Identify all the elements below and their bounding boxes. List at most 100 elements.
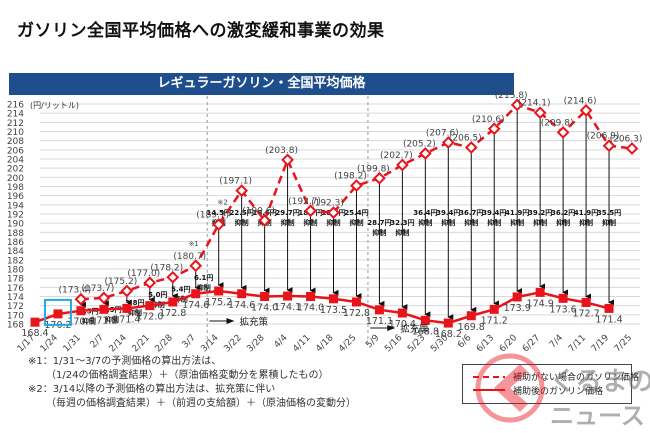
suppression-suffix: 抑制 bbox=[510, 218, 524, 227]
data-label-after-subsidy: 175.2 bbox=[205, 297, 232, 308]
data-point-after-subsidy bbox=[53, 309, 63, 319]
suppression-amount: 29.7円 bbox=[275, 209, 299, 217]
suppression-suffix: 抑制 bbox=[105, 315, 119, 324]
data-point-no-subsidy bbox=[510, 98, 524, 112]
data-point-no-subsidy bbox=[418, 147, 432, 160]
data-label-after-subsidy: 174.1 bbox=[274, 302, 301, 313]
suppression-amount: 36.2円 bbox=[551, 209, 575, 217]
x-tick-label: 7/11 bbox=[567, 333, 588, 354]
data-label-after-subsidy: 170.4 bbox=[389, 319, 416, 330]
suppression-amount: 41.9円 bbox=[505, 209, 529, 217]
data-point-after-subsidy bbox=[512, 292, 522, 302]
data-point-after-subsidy bbox=[30, 317, 40, 327]
x-tick-label: 7/19 bbox=[590, 333, 612, 355]
data-label-after-subsidy: 168.2 bbox=[435, 329, 462, 340]
data-label-no-subsidy: (205.2) bbox=[403, 140, 436, 150]
y-tick-label: 210 bbox=[7, 128, 24, 138]
data-label-after-subsidy: 174.6 bbox=[228, 300, 255, 311]
suppression-amount: 36.4円 bbox=[413, 209, 437, 217]
suppression-suffix: 抑制 bbox=[128, 308, 142, 317]
suppression-amount: 16.6円 bbox=[252, 209, 276, 217]
suppression-amount: 22.5円 bbox=[230, 209, 254, 217]
data-point-after-subsidy bbox=[168, 297, 178, 307]
data-label-after-subsidy: 174.0 bbox=[251, 303, 278, 314]
y-tick-label: 182 bbox=[7, 256, 24, 266]
x-tick-label: 5/16 bbox=[383, 333, 405, 355]
data-label-no-subsidy: (173.7) bbox=[81, 284, 114, 294]
y-tick-label: 204 bbox=[7, 156, 24, 166]
data-label-after-subsidy: 174.9 bbox=[527, 298, 554, 309]
data-point-after-subsidy bbox=[145, 301, 155, 311]
x-tick-label: 7/4 bbox=[548, 333, 566, 351]
data-point-no-subsidy bbox=[235, 184, 249, 197]
suppression-amount: 39.4円 bbox=[482, 209, 506, 217]
suppression-amount: 25.4円 bbox=[344, 209, 368, 217]
x-tick-label: 3/22 bbox=[222, 333, 243, 354]
suppression-suffix: 抑制 bbox=[556, 218, 570, 227]
data-label-after-subsidy: 168.4 bbox=[21, 328, 48, 339]
suppression-suffix: 抑制 bbox=[304, 218, 318, 227]
data-point-no-subsidy bbox=[350, 179, 363, 192]
data-label-after-subsidy: 173.6 bbox=[550, 304, 577, 315]
data-label-after-subsidy: 173.5 bbox=[320, 305, 347, 316]
x-tick-label: 6/13 bbox=[475, 333, 496, 354]
data-point-after-subsidy bbox=[99, 304, 109, 314]
data-label-no-subsidy: (214.1) bbox=[518, 99, 551, 109]
data-label-no-subsidy: (199.8) bbox=[357, 164, 390, 174]
suppression-suffix: 抑制 bbox=[487, 218, 501, 227]
legend-entry-after-subsidy: 補助後のガソリン価格 bbox=[513, 387, 604, 397]
suppression-amount: 5.0円 bbox=[148, 291, 167, 299]
data-point-after-subsidy bbox=[535, 287, 545, 297]
data-label-no-subsidy: (178.2) bbox=[150, 263, 183, 273]
data-label-after-subsidy: 171.4 bbox=[113, 314, 140, 325]
data-point-no-subsidy bbox=[281, 153, 294, 167]
data-point-no-subsidy bbox=[396, 158, 409, 172]
data-point-no-subsidy bbox=[556, 126, 570, 139]
page-title: ガソリン全国平均価格への激変緩和事業の効果 bbox=[17, 21, 385, 41]
data-label-after-subsidy: 172.7 bbox=[572, 308, 599, 319]
data-label-after-subsidy: 171.2 bbox=[90, 315, 117, 326]
data-label-no-subsidy: (209.8) bbox=[541, 118, 574, 128]
data-point-no-subsidy bbox=[189, 259, 203, 273]
data-label-no-subsidy: (175.2) bbox=[104, 277, 137, 287]
note-marker-1: ※1 bbox=[189, 240, 199, 248]
suppression-amount: 35.5円 bbox=[597, 209, 621, 217]
highlight-box bbox=[43, 298, 72, 326]
y-tick-label: 192 bbox=[7, 211, 24, 221]
data-label-no-subsidy: (192.7) bbox=[288, 197, 321, 207]
y-tick-label: 216 bbox=[7, 101, 24, 111]
y-tick-label: 176 bbox=[7, 284, 24, 294]
data-label-no-subsidy: (192.3) bbox=[311, 199, 344, 209]
data-point-no-subsidy bbox=[602, 139, 616, 153]
data-label-no-subsidy: (206.9) bbox=[587, 132, 620, 142]
data-label-no-subsidy: (210.6) bbox=[472, 115, 505, 125]
legend-swatches bbox=[473, 376, 505, 391]
data-label-after-subsidy: 171.2 bbox=[481, 315, 508, 326]
x-tick-label: 2/7 bbox=[89, 333, 106, 350]
data-label-no-subsidy: (207.6) bbox=[426, 129, 459, 139]
y-tick-label: 194 bbox=[7, 201, 24, 211]
suppression-suffix: 抑制 bbox=[395, 228, 409, 237]
y-tick-label: 174 bbox=[7, 293, 24, 303]
data-point-no-subsidy bbox=[74, 292, 88, 306]
data-point-after-subsidy bbox=[558, 293, 568, 303]
suppression-suffix: 抑制 bbox=[281, 218, 295, 227]
data-point-after-subsidy bbox=[260, 292, 270, 301]
suppression-suffix: 抑制 bbox=[602, 218, 616, 227]
note-marker-2: ※2 bbox=[218, 199, 228, 207]
data-point-after-subsidy bbox=[374, 305, 384, 315]
data-label-no-subsidy: (206.3) bbox=[610, 134, 643, 144]
x-tick-label: 6/27 bbox=[521, 333, 542, 354]
x-tick-label: 6/20 bbox=[498, 333, 520, 355]
suppression-suffix: 抑制 bbox=[579, 218, 593, 227]
x-tick-label: 4/4 bbox=[272, 333, 290, 351]
data-point-no-subsidy bbox=[258, 214, 271, 227]
data-point-after-subsidy bbox=[214, 286, 224, 296]
suppression-amount: 39.2円 bbox=[528, 209, 552, 217]
y-tick-label: 202 bbox=[7, 165, 24, 175]
suppression-suffix: 抑制 bbox=[235, 218, 249, 227]
x-tick-label: 3/28 bbox=[245, 333, 267, 355]
footnote-1-detail: （1/24の価格調査結果）＋（原油価格変動分を累積したもの） bbox=[46, 370, 329, 381]
data-label-after-subsidy: 170.9 bbox=[67, 317, 94, 328]
